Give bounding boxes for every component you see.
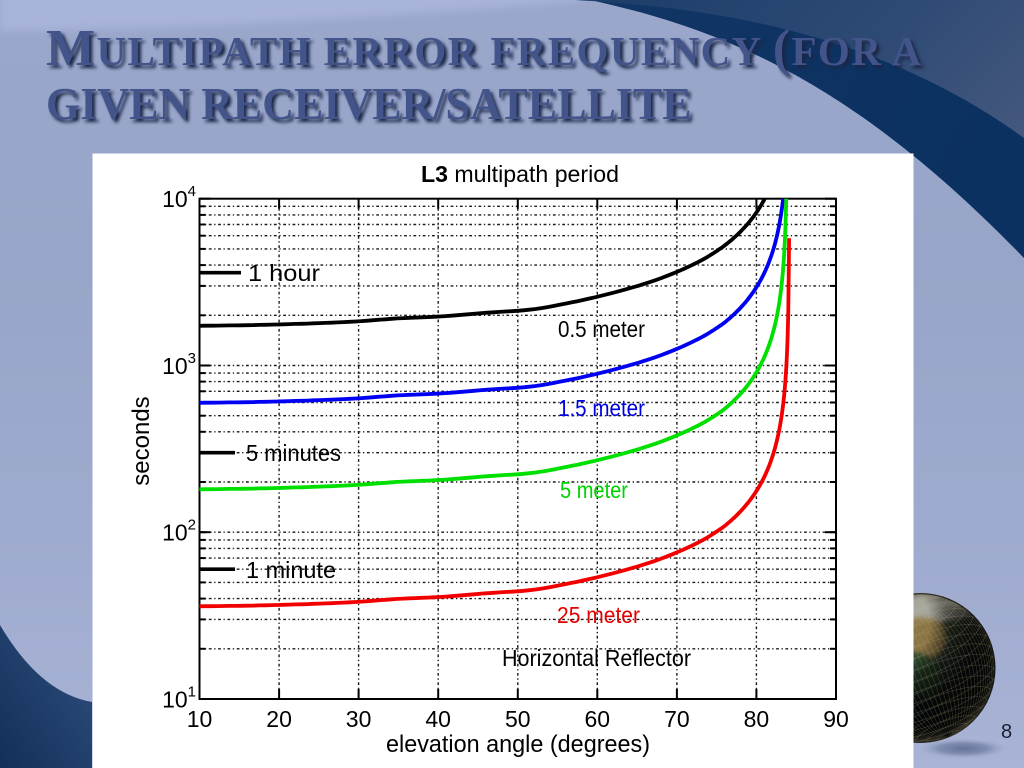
- svg-text:10: 10: [187, 706, 213, 732]
- svg-text:0.5 meter: 0.5 meter: [558, 316, 645, 342]
- svg-text:seconds: seconds: [128, 396, 155, 485]
- svg-text:Horizontal Reflector: Horizontal Reflector: [502, 645, 691, 671]
- svg-text:90: 90: [823, 706, 849, 732]
- svg-text:101: 101: [162, 684, 196, 713]
- svg-text:30: 30: [346, 706, 372, 732]
- svg-text:elevation angle (degrees): elevation angle (degrees): [386, 731, 650, 758]
- svg-text:20: 20: [266, 706, 292, 732]
- svg-text:1.5 meter: 1.5 meter: [558, 395, 645, 421]
- svg-text:60: 60: [585, 706, 611, 732]
- svg-text:50: 50: [505, 706, 531, 732]
- svg-text:40: 40: [425, 706, 451, 732]
- svg-text:5 meter: 5 meter: [560, 477, 628, 503]
- svg-text:25 meter: 25 meter: [557, 602, 640, 628]
- svg-text:70: 70: [664, 706, 690, 732]
- svg-text:L3 multipath period: L3 multipath period: [421, 161, 619, 187]
- svg-text:1 hour: 1 hour: [248, 260, 320, 286]
- svg-text:1 minute: 1 minute: [246, 557, 336, 583]
- svg-text:5 minutes: 5 minutes: [246, 440, 341, 466]
- svg-text:80: 80: [744, 706, 770, 732]
